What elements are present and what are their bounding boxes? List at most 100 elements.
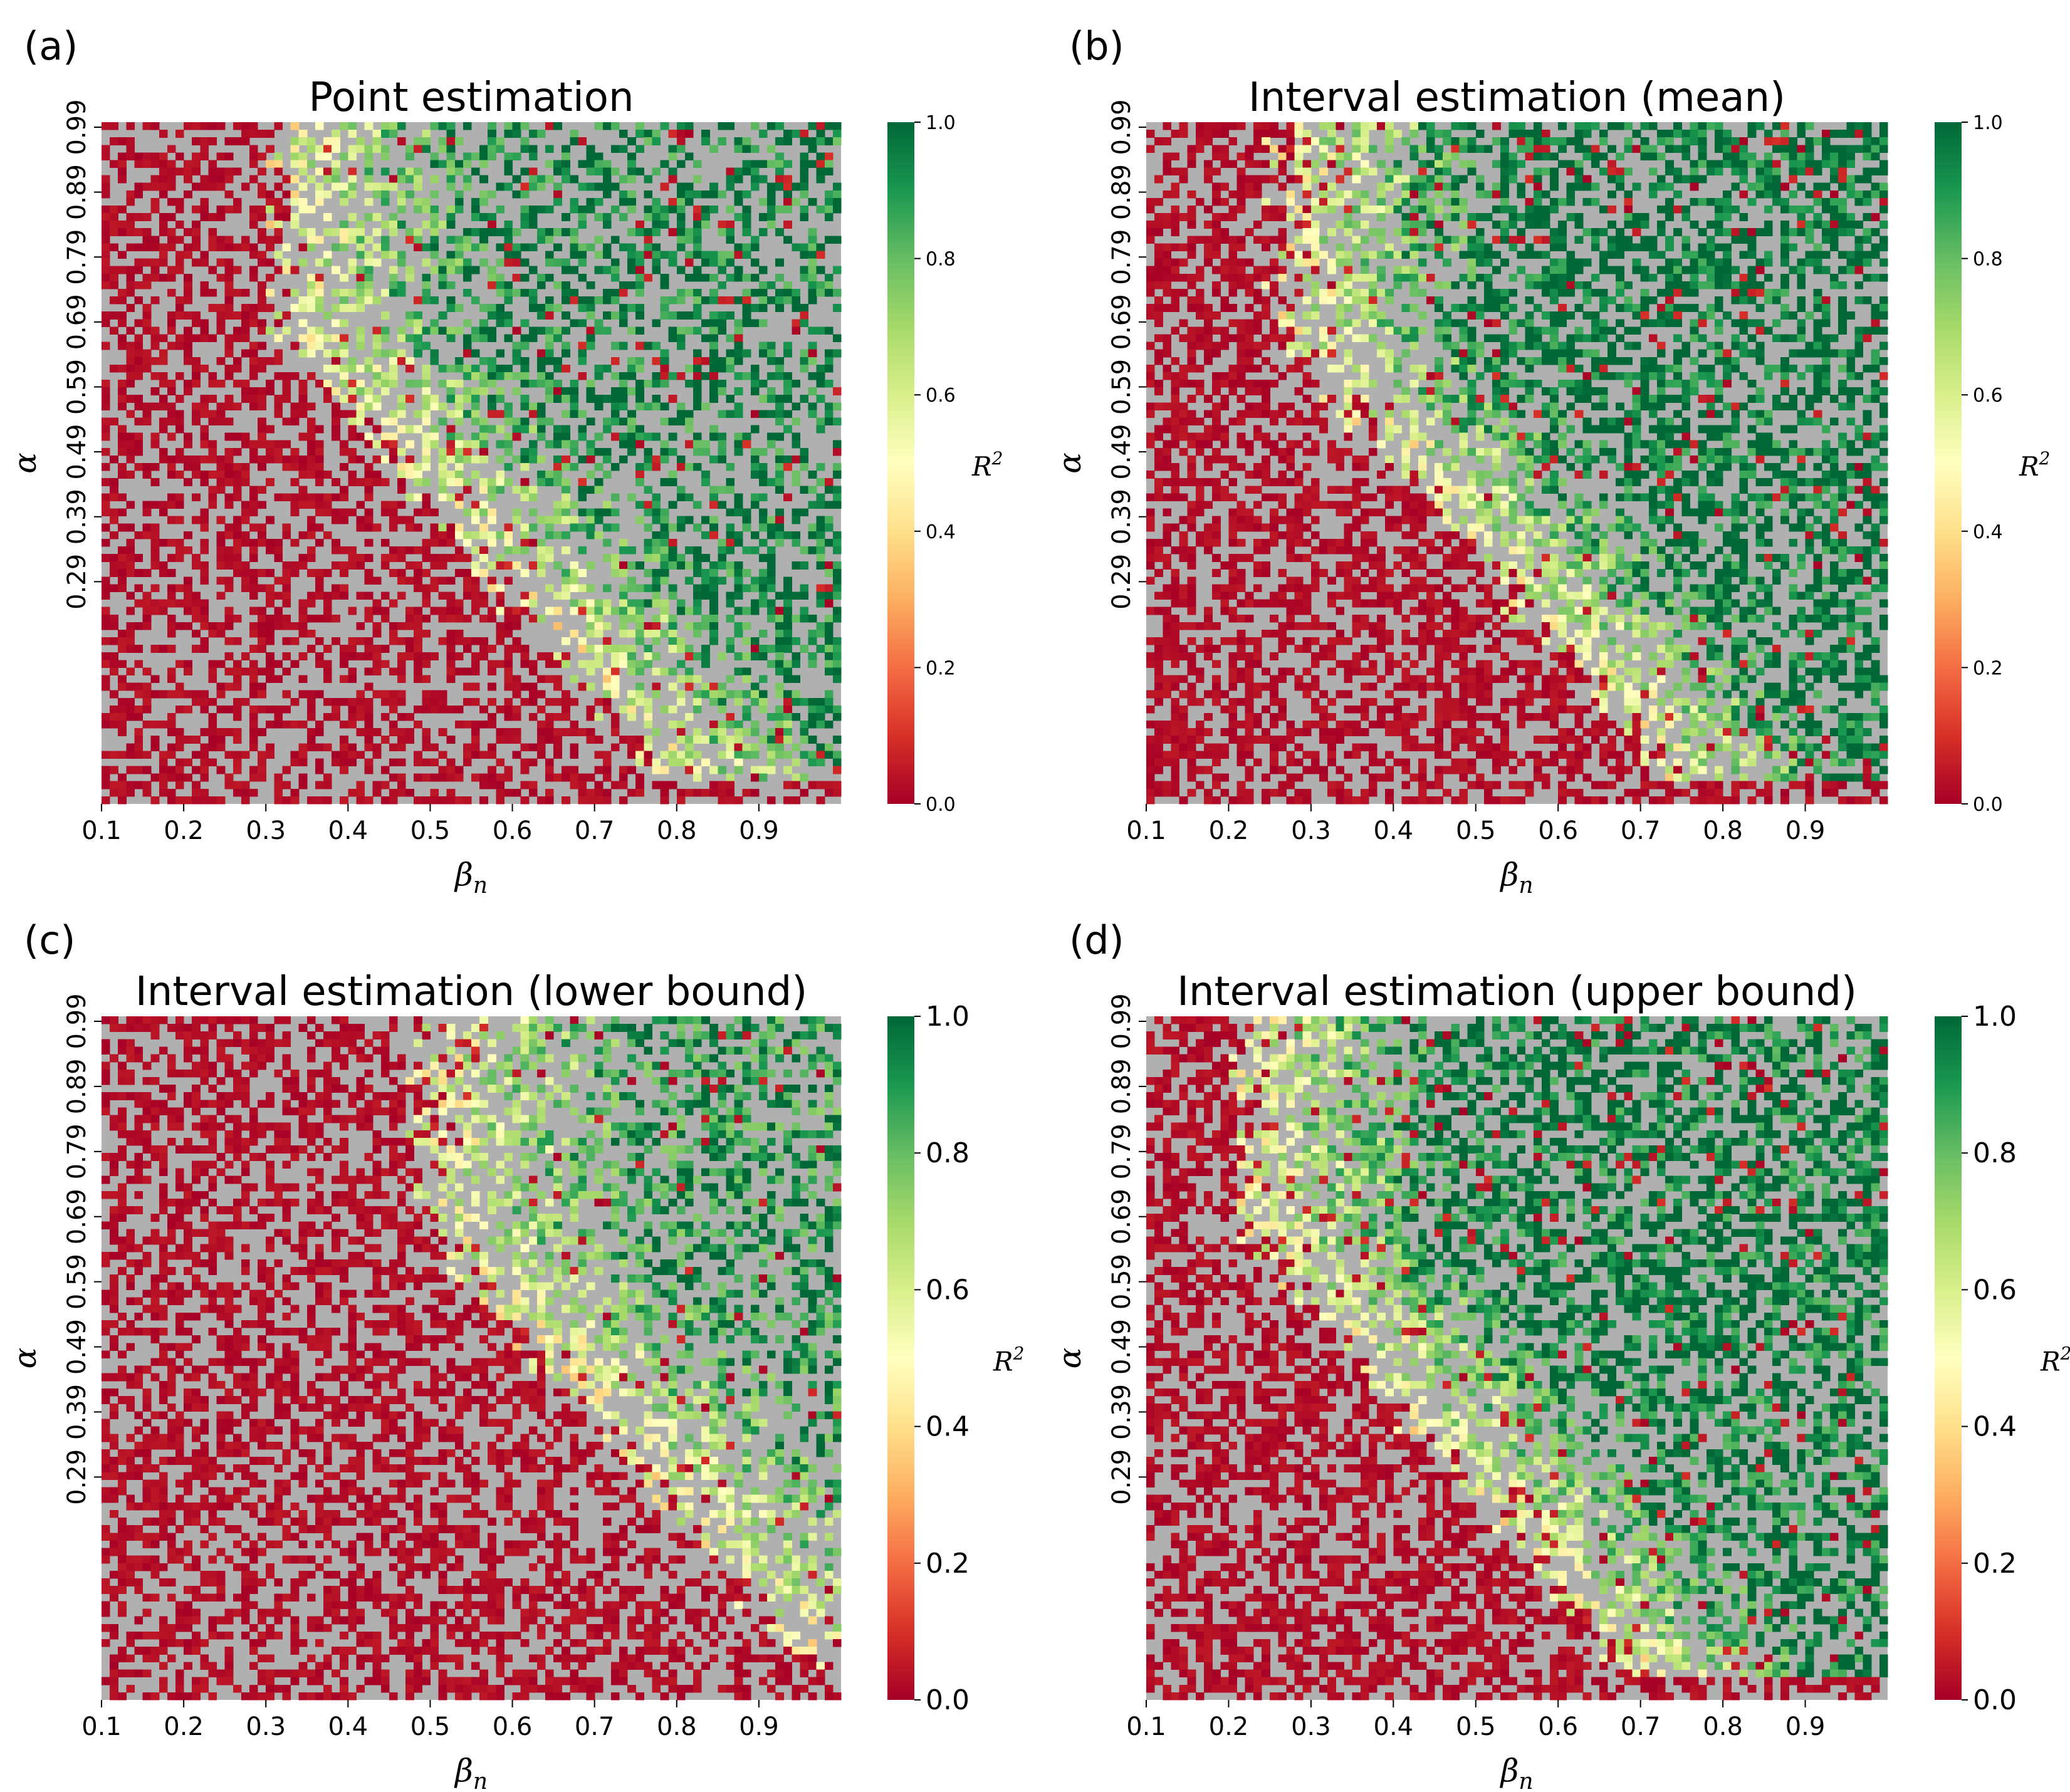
heatmap-cell	[175, 296, 184, 305]
heatmap-cell	[1797, 152, 1806, 161]
heatmap-cell	[438, 258, 447, 267]
heatmap-cell	[364, 508, 374, 517]
heatmap-cell	[709, 766, 718, 774]
heatmap-cell	[1665, 182, 1674, 191]
heatmap-cell	[1171, 130, 1180, 138]
heatmap-cell	[159, 334, 168, 343]
heatmap-cell	[282, 705, 291, 714]
heatmap-cell	[1451, 175, 1460, 184]
heatmap-cell	[479, 326, 488, 335]
heatmap-cell	[126, 501, 135, 509]
heatmap-cell	[635, 380, 644, 388]
heatmap-cell	[635, 341, 644, 350]
heatmap-cell	[701, 591, 710, 600]
heatmap-cell	[126, 243, 135, 252]
heatmap-cell	[356, 251, 365, 259]
heatmap-cell	[726, 228, 735, 236]
heatmap-cell	[430, 425, 439, 434]
heatmap-cell	[594, 364, 604, 373]
heatmap-cell	[1500, 145, 1509, 153]
heatmap-cell	[1426, 160, 1435, 169]
heatmap-cell	[816, 167, 825, 176]
heatmap-cell	[1723, 160, 1732, 169]
heatmap-cell	[430, 773, 439, 782]
heatmap-cell	[274, 546, 283, 555]
heatmap-cell	[586, 182, 595, 191]
heatmap-cell	[627, 167, 636, 176]
heatmap-cell	[594, 796, 604, 805]
heatmap-cell	[1829, 175, 1839, 184]
heatmap-cell	[266, 304, 274, 312]
heatmap-cell	[389, 554, 398, 562]
heatmap-cell	[479, 614, 488, 623]
heatmap-cell	[233, 243, 242, 252]
heatmap-cell	[1302, 182, 1312, 191]
heatmap-cell	[332, 508, 340, 517]
heatmap-cell	[1525, 243, 1534, 252]
heatmap-cell	[488, 743, 496, 751]
heatmap-cell	[1435, 152, 1443, 161]
heatmap-cell	[1508, 167, 1518, 176]
heatmap-cell	[578, 773, 587, 782]
heatmap-cell	[1418, 182, 1427, 191]
heatmap-cell	[422, 478, 431, 486]
heatmap-cell	[832, 645, 842, 653]
heatmap-cell	[332, 493, 340, 502]
heatmap-cell	[1656, 205, 1666, 214]
heatmap-cell	[627, 160, 636, 169]
heatmap-cell	[1558, 243, 1567, 252]
heatmap-cell	[800, 447, 809, 456]
heatmap-cell	[446, 796, 456, 805]
heatmap-cell	[1533, 145, 1542, 153]
heatmap-cell	[1146, 130, 1155, 138]
heatmap-cell	[438, 531, 447, 539]
heatmap-cell	[306, 463, 316, 471]
heatmap-cell	[422, 296, 431, 305]
heatmap-cell	[602, 266, 612, 274]
heatmap-cell	[1723, 213, 1732, 221]
heatmap-cell	[397, 554, 406, 562]
heatmap-cell	[356, 145, 365, 153]
heatmap-cell	[414, 425, 422, 434]
heatmap-cell	[134, 743, 144, 751]
heatmap-cell	[208, 758, 217, 767]
heatmap-cell	[800, 546, 809, 555]
heatmap-cell	[1846, 190, 1856, 199]
heatmap-cell	[1838, 182, 1847, 191]
heatmap-cell	[446, 478, 456, 486]
heatmap-cell	[512, 705, 521, 714]
heatmap-cell	[693, 395, 702, 403]
heatmap-cell	[610, 357, 620, 365]
heatmap-cell	[1418, 228, 1427, 236]
heatmap-cell	[627, 766, 636, 774]
heatmap-cell	[380, 372, 390, 380]
heatmap-cell	[528, 182, 538, 191]
heatmap-cell	[126, 372, 135, 380]
heatmap-cell	[208, 410, 217, 419]
heatmap-cell	[118, 773, 127, 782]
heatmap-cell	[380, 781, 390, 789]
heatmap-cell	[348, 508, 357, 517]
heatmap-cell	[134, 766, 144, 774]
heatmap-cell	[758, 266, 768, 274]
heatmap-cell	[233, 569, 242, 577]
heatmap-cell	[208, 288, 217, 297]
heatmap-cell	[298, 652, 308, 660]
heatmap-cell	[1393, 160, 1403, 169]
heatmap-cell	[553, 622, 562, 630]
heatmap-cell	[364, 395, 374, 403]
heatmap-cell	[668, 667, 677, 676]
heatmap-cell	[1443, 182, 1451, 191]
heatmap-cell	[1673, 122, 1682, 130]
heatmap-cell	[1409, 221, 1419, 229]
heatmap-cell	[701, 614, 710, 623]
heatmap-cell	[693, 554, 702, 562]
heatmap-cell	[446, 167, 456, 176]
heatmap-cell	[562, 712, 570, 721]
heatmap-cell	[693, 372, 702, 380]
heatmap-cell	[200, 637, 209, 645]
heatmap-cell	[233, 402, 242, 410]
heatmap-cell	[676, 660, 686, 668]
heatmap-cell	[1344, 205, 1353, 214]
heatmap-cell	[134, 645, 144, 653]
